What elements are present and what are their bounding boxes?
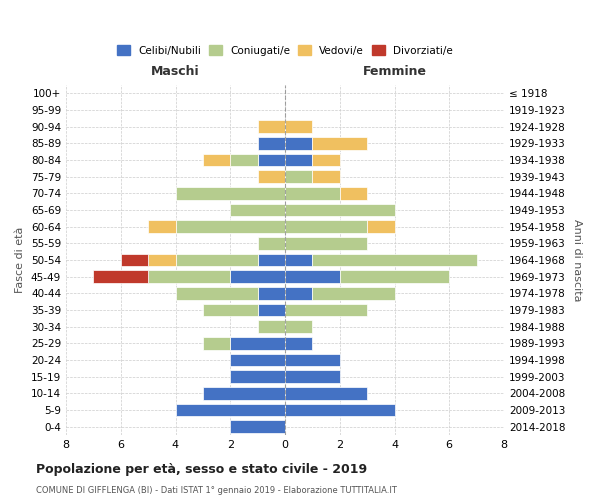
Y-axis label: Fasce di età: Fasce di età xyxy=(16,227,25,293)
Bar xyxy=(285,404,395,416)
Bar xyxy=(340,270,449,283)
Text: COMUNE DI GIFFLENGA (BI) - Dati ISTAT 1° gennaio 2019 - Elaborazione TUTTITALIA.: COMUNE DI GIFFLENGA (BI) - Dati ISTAT 1°… xyxy=(36,486,397,495)
Bar xyxy=(257,287,285,300)
Bar xyxy=(367,220,395,233)
Bar xyxy=(285,370,340,383)
Bar xyxy=(313,154,340,166)
Bar xyxy=(285,254,313,266)
Y-axis label: Anni di nascita: Anni di nascita xyxy=(572,219,582,301)
Bar xyxy=(230,204,285,216)
Bar xyxy=(285,270,340,283)
Bar xyxy=(257,120,285,133)
Bar xyxy=(257,320,285,333)
Bar xyxy=(230,370,285,383)
Bar xyxy=(257,137,285,149)
Bar xyxy=(230,270,285,283)
Bar xyxy=(285,137,313,149)
Bar xyxy=(121,254,148,266)
Bar xyxy=(313,137,367,149)
Bar xyxy=(285,320,313,333)
Bar xyxy=(285,237,367,250)
Bar xyxy=(148,270,230,283)
Bar xyxy=(203,387,285,400)
Text: Femmine: Femmine xyxy=(362,66,427,78)
Bar xyxy=(230,154,257,166)
Bar xyxy=(203,304,257,316)
Bar xyxy=(285,154,313,166)
Bar xyxy=(257,170,285,183)
Bar xyxy=(148,254,176,266)
Bar xyxy=(285,304,367,316)
Bar xyxy=(285,387,367,400)
Bar xyxy=(176,287,257,300)
Bar xyxy=(257,304,285,316)
Legend: Celibi/Nubili, Coniugati/e, Vedovi/e, Divorziati/e: Celibi/Nubili, Coniugati/e, Vedovi/e, Di… xyxy=(113,41,457,60)
Bar xyxy=(285,170,313,183)
Bar xyxy=(340,187,367,200)
Bar xyxy=(230,420,285,433)
Bar xyxy=(257,254,285,266)
Bar xyxy=(285,120,313,133)
Bar xyxy=(285,337,313,349)
Bar xyxy=(285,187,340,200)
Bar xyxy=(285,220,367,233)
Bar xyxy=(313,170,340,183)
Text: Maschi: Maschi xyxy=(151,66,200,78)
Text: Popolazione per età, sesso e stato civile - 2019: Popolazione per età, sesso e stato civil… xyxy=(36,462,367,475)
Bar xyxy=(285,354,340,366)
Bar xyxy=(176,187,285,200)
Bar xyxy=(230,354,285,366)
Bar xyxy=(285,287,313,300)
Bar xyxy=(176,254,257,266)
Bar xyxy=(176,220,285,233)
Bar xyxy=(203,154,230,166)
Bar xyxy=(313,287,395,300)
Bar xyxy=(285,204,395,216)
Bar xyxy=(257,237,285,250)
Bar xyxy=(148,220,176,233)
Bar xyxy=(313,254,476,266)
Bar xyxy=(203,337,230,349)
Bar xyxy=(176,404,285,416)
Bar xyxy=(230,337,285,349)
Bar xyxy=(94,270,148,283)
Bar xyxy=(257,154,285,166)
